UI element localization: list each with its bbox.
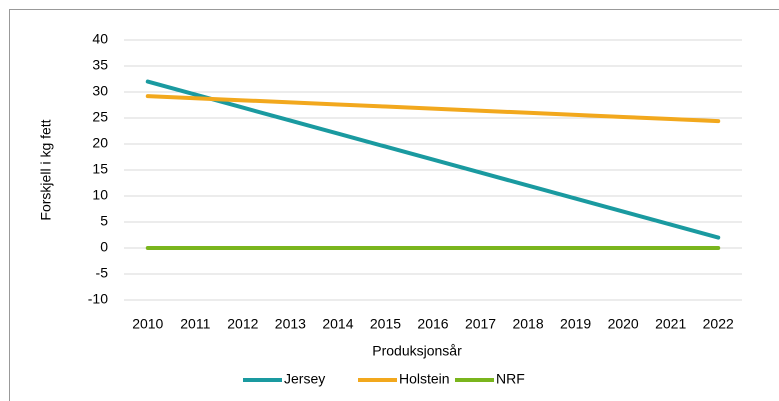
y-tick-label: 10 xyxy=(92,187,108,203)
series-line xyxy=(145,79,721,240)
x-tick-label: 2020 xyxy=(608,316,639,332)
y-tick-label: -10 xyxy=(88,291,108,307)
y-axis-label: Forskjell i kg fett xyxy=(38,119,54,220)
y-tick-label: 30 xyxy=(92,83,108,99)
y-tick-label: 0 xyxy=(100,239,108,255)
x-tick-label: 2013 xyxy=(275,316,306,332)
x-tick-label: 2014 xyxy=(322,316,353,332)
x-tick-label: 2015 xyxy=(370,316,401,332)
x-axis-label: Produksjonsår xyxy=(372,343,462,359)
x-tick-label: 2012 xyxy=(227,316,258,332)
y-tick-label: 5 xyxy=(100,213,108,229)
series-line xyxy=(145,94,721,124)
x-tick-label: 2017 xyxy=(465,316,496,332)
x-tick-label: 2011 xyxy=(180,316,210,332)
y-tick-label: 25 xyxy=(92,109,108,125)
x-tick-label: 2021 xyxy=(655,316,686,332)
y-tick-label: 40 xyxy=(92,31,108,47)
y-tick-label: 15 xyxy=(92,161,108,177)
legend-label: Holstein xyxy=(399,371,450,387)
x-tick-label: 2019 xyxy=(560,316,591,332)
x-tick-label: 2010 xyxy=(132,316,163,332)
legend-label: NRF xyxy=(496,371,525,387)
x-tick-label: 2018 xyxy=(512,316,543,332)
legend-label: Jersey xyxy=(284,371,325,387)
y-tick-label: 35 xyxy=(92,57,108,73)
x-tick-label: 2016 xyxy=(417,316,448,332)
y-tick-label: -5 xyxy=(96,265,109,281)
chart-frame xyxy=(9,9,779,401)
y-tick-label: 20 xyxy=(92,135,108,151)
x-tick-label: 2022 xyxy=(703,316,734,332)
